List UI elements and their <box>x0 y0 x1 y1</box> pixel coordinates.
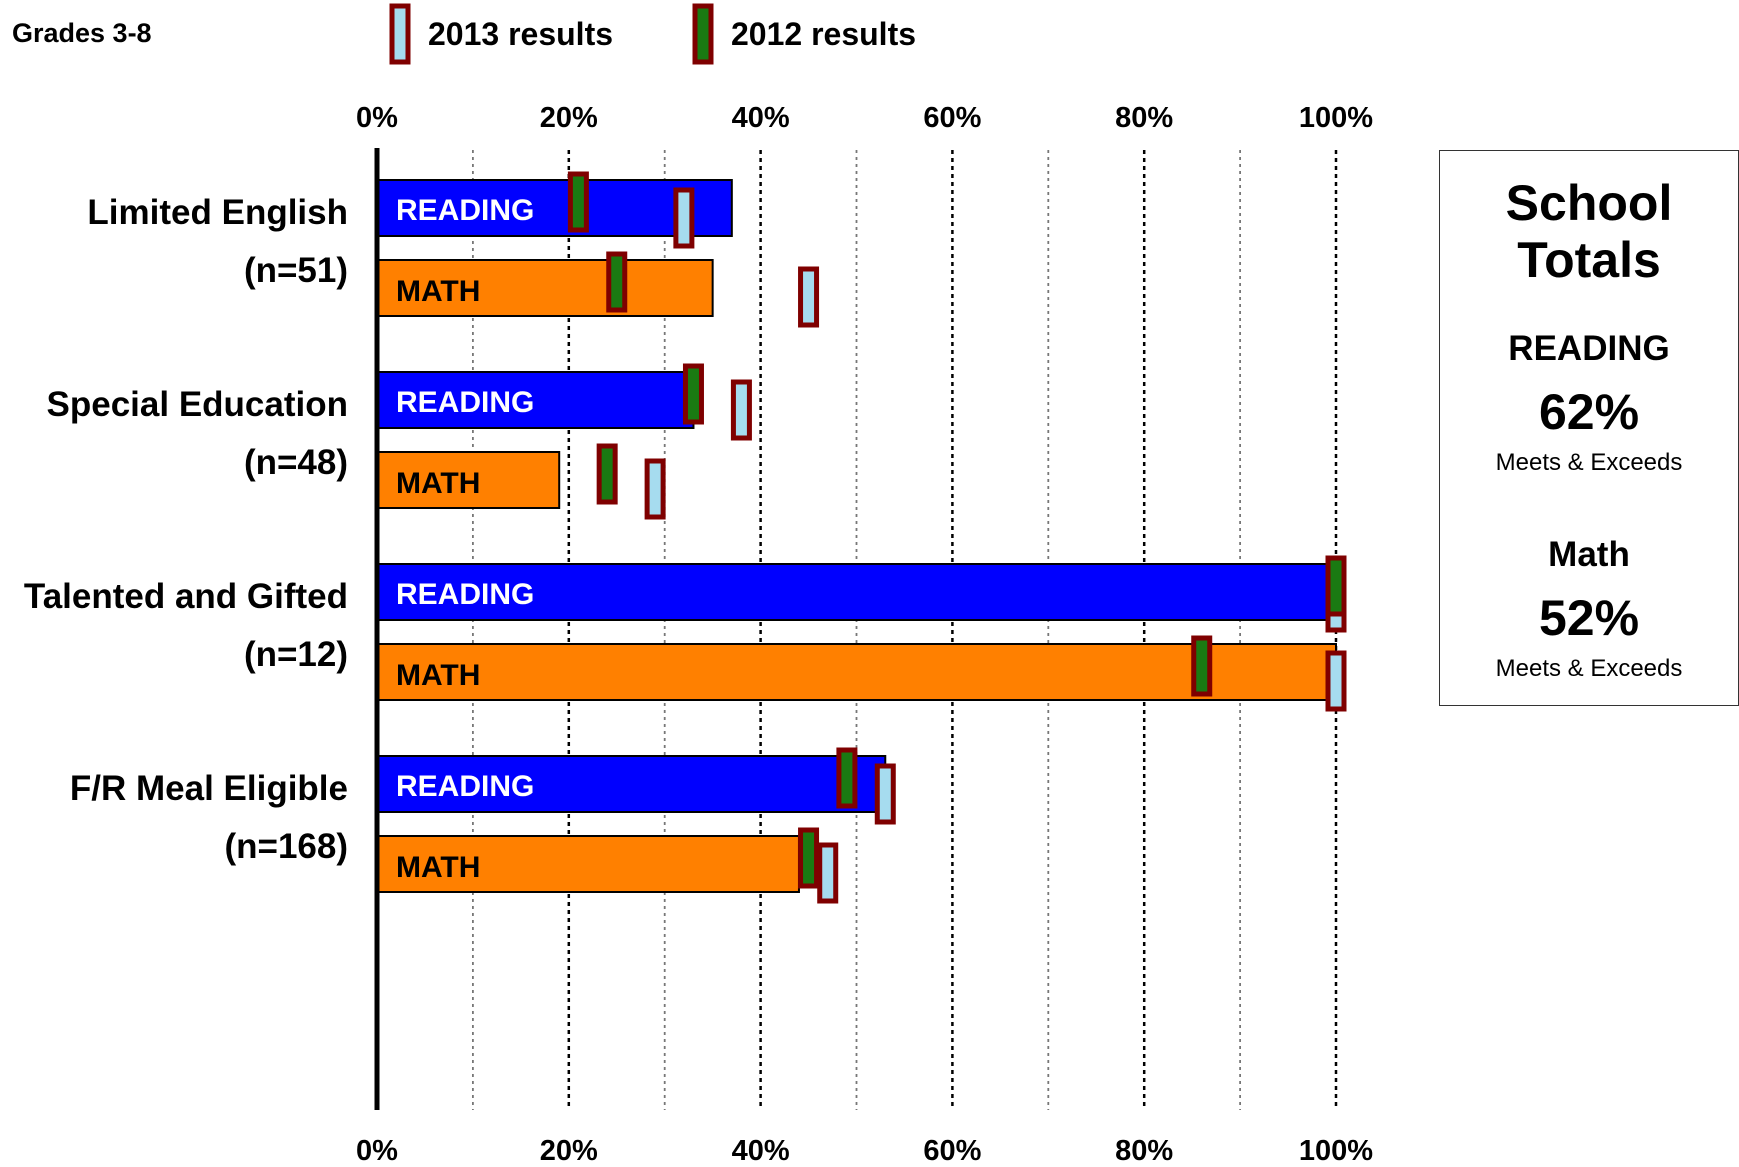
tick-label-top-1: 20% <box>540 102 598 134</box>
tick-label-top-3: 60% <box>923 102 981 134</box>
reading-2013-marker-1 <box>730 379 752 441</box>
category-n-label-1: (n=48) <box>244 443 348 482</box>
math-bar-label-2: MATH <box>396 659 480 692</box>
math-2012-marker-3 <box>798 827 820 889</box>
reading-2012-marker-2 <box>1325 555 1347 617</box>
math-2013-marker-3 <box>817 842 839 904</box>
math-2013-marker-0 <box>798 266 820 328</box>
category-label-3: F/R Meal Eligible <box>70 769 348 808</box>
math-2012-marker-1 <box>596 443 618 505</box>
math-2013-marker-2 <box>1325 650 1347 712</box>
reading-bar-label-1: READING <box>396 386 534 419</box>
reading-total-value: 62% <box>1538 384 1640 440</box>
category-label-2: Talented and Gifted <box>24 577 348 616</box>
tick-label-bottom-4: 80% <box>1115 1135 1173 1167</box>
legend-marker-2013 <box>389 3 411 65</box>
math-2012-marker-0 <box>606 251 628 313</box>
reading-total-caption: Meets & Exceeds <box>1495 449 1683 476</box>
math-bar-label-1: MATH <box>396 467 480 500</box>
math-bar-label-0: MATH <box>396 275 480 308</box>
reading-bar-3 <box>376 755 887 813</box>
reading-bar-label-3: READING <box>396 770 534 803</box>
reading-total-label: READING <box>1508 329 1670 368</box>
tick-label-bottom-1: 20% <box>540 1135 598 1167</box>
tick-label-bottom-0: 0% <box>356 1135 398 1167</box>
math-bar-1 <box>376 451 561 509</box>
reading-2012-marker-1 <box>682 363 704 425</box>
reading-bar-label-2: READING <box>396 578 534 611</box>
reading-bar-2 <box>376 563 1337 621</box>
reading-2013-marker-0 <box>673 187 695 249</box>
math-2013-marker-1 <box>644 458 666 520</box>
school-totals-panel: School Totals READING 62% Meets & Exceed… <box>1439 150 1739 706</box>
legend-label-2013: 2013 results <box>428 16 614 52</box>
math-bar-3 <box>376 835 800 893</box>
tick-label-bottom-5: 100% <box>1299 1135 1373 1167</box>
reading-bar-label-0: READING <box>396 194 534 227</box>
category-label-0: Limited English <box>87 193 348 232</box>
tick-label-bottom-3: 60% <box>923 1135 981 1167</box>
math-total-label: Math <box>1548 535 1630 574</box>
math-bar-label-3: MATH <box>396 851 480 884</box>
tick-label-top-2: 40% <box>732 102 790 134</box>
category-label-1: Special Education <box>47 385 348 424</box>
tick-label-bottom-2: 40% <box>732 1135 790 1167</box>
tick-label-top-0: 0% <box>356 102 398 134</box>
category-n-label-3: (n=168) <box>224 827 348 866</box>
math-total-value: 52% <box>1538 590 1640 646</box>
reading-2012-marker-3 <box>836 747 858 809</box>
tick-label-top-5: 100% <box>1299 102 1373 134</box>
category-n-label-0: (n=51) <box>244 251 348 290</box>
school-totals-title: School Totals <box>1440 175 1738 289</box>
legend-marker-2012 <box>692 3 714 65</box>
math-2012-marker-2 <box>1191 635 1213 697</box>
grades-label: Grades 3-8 <box>12 18 152 48</box>
reading-2013-marker-3 <box>874 763 896 825</box>
category-n-label-2: (n=12) <box>244 635 348 674</box>
reading-2012-marker-0 <box>567 171 589 233</box>
legend-label-2012: 2012 results <box>731 16 917 52</box>
school-totals-title-line1: School <box>1505 175 1673 231</box>
tick-label-top-4: 80% <box>1115 102 1173 134</box>
reading-bar-0 <box>376 179 733 237</box>
math-total-caption: Meets & Exceeds <box>1495 655 1683 682</box>
school-totals-title-line2: Totals <box>1517 232 1661 288</box>
